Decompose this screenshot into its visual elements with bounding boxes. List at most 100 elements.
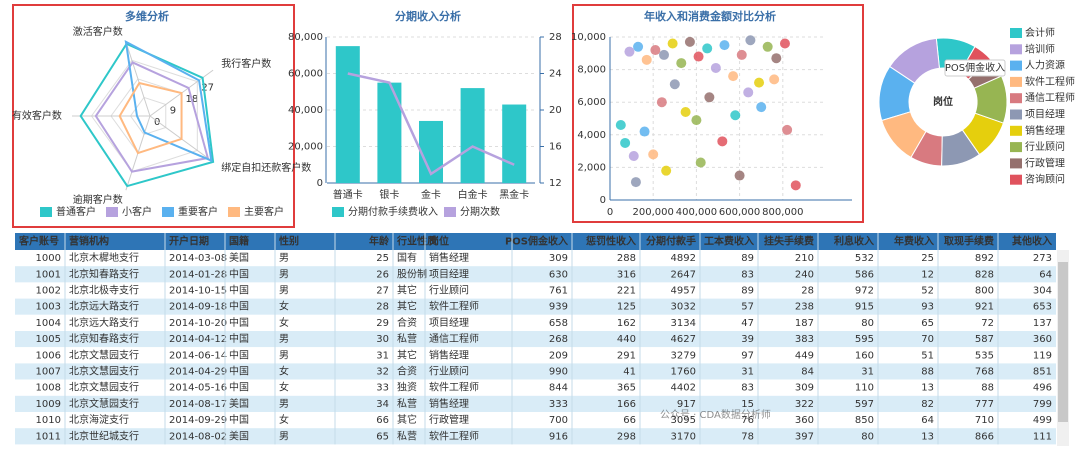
table-header-cell: 开户日期 (169, 235, 209, 248)
point (695, 157, 706, 168)
table-cell: 990 (549, 367, 568, 378)
y-tick-label: 0 (600, 195, 606, 206)
table-header-cell: 年龄 (369, 235, 390, 248)
x-tick-label: 金卡 (421, 188, 441, 201)
point (680, 106, 691, 117)
table-cell: 2014-06-14 (169, 350, 227, 361)
table-header-cell: 惩罚性收入 (586, 235, 636, 248)
point (620, 137, 631, 148)
table-cell: 中国 (229, 267, 249, 280)
legend-label: 小客户 (122, 205, 152, 218)
point (702, 43, 713, 54)
table-cell: 软件工程师 (429, 381, 479, 394)
chart-title: 多维分析 (125, 9, 169, 23)
point (667, 38, 678, 49)
table-cell: 360 (795, 415, 814, 426)
table-cell: 3095 (671, 415, 696, 426)
table-cell: 1001 (36, 269, 61, 280)
table-cell: 中国 (229, 284, 249, 297)
tooltip: POS佣金收入 (945, 61, 1005, 74)
table-cell: 850 (855, 415, 874, 426)
table-cell: 76 (741, 415, 754, 426)
table-cell: 630 (549, 269, 568, 280)
table-cell: 29 (376, 318, 389, 329)
table-cell: 独资 (397, 381, 417, 394)
legend-swatch (1010, 142, 1022, 153)
table-cell: 合资 (397, 365, 417, 378)
table-cell: 187 (795, 318, 814, 329)
table-cell: 中国 (229, 381, 249, 394)
table-cell: 440 (617, 334, 636, 345)
table-cell: 4627 (671, 334, 696, 345)
table-header-cell: 取现手续费 (944, 235, 994, 248)
radar-area (118, 81, 183, 155)
table-cell: 653 (1033, 302, 1052, 313)
table-cell: 3032 (671, 302, 696, 313)
point (719, 40, 730, 51)
table-cell: 915 (855, 302, 874, 313)
table-cell: 美国 (229, 429, 249, 442)
panel-border (12, 4, 295, 228)
y2-tick-label: 16 (549, 142, 562, 153)
table-header-cell: 年费收入 (894, 235, 934, 248)
table-cell: 3279 (671, 350, 696, 361)
table-cell: 私营 (397, 332, 417, 345)
table-header-cell: 挂失手续费 (764, 235, 814, 248)
table-cell: 700 (549, 415, 568, 426)
table-cell: 1010 (36, 415, 61, 426)
legend-swatch (1010, 60, 1022, 71)
x-tick-label: 0 (607, 207, 613, 218)
table-cell: 65 (921, 318, 934, 329)
point (624, 46, 635, 57)
table-cell: 844 (549, 383, 568, 394)
point (669, 79, 680, 90)
point (771, 53, 782, 64)
table-cell: 449 (795, 350, 814, 361)
table-cell: 销售经理 (429, 348, 469, 361)
table-cell: 美国 (229, 251, 249, 264)
table-cell: 北京文慧园支行 (69, 365, 139, 378)
table-cell: 北京远大路支行 (69, 316, 139, 329)
table-cell: 110 (855, 383, 874, 394)
table-cell: 595 (855, 334, 874, 345)
table-cell: 892 (975, 253, 994, 264)
table-cell: 国有 (397, 251, 417, 264)
point (734, 170, 745, 181)
table-cell: 美国 (229, 397, 249, 410)
table-cell: 2647 (671, 269, 696, 280)
table-cell: 15 (741, 399, 754, 410)
point (762, 41, 773, 52)
scroll-thumb[interactable] (1058, 262, 1068, 422)
table-cell: 中国 (229, 316, 249, 329)
table-cell: 83 (741, 269, 754, 280)
table-cell: 北京木樨地支行 (69, 251, 139, 264)
table-cell: 中国 (229, 332, 249, 345)
table-header-cell: 性别 (278, 235, 299, 248)
table-header-cell: 客户账号 (18, 235, 59, 248)
point (630, 177, 641, 188)
radar-area (94, 61, 210, 173)
table-cell: 499 (1033, 415, 1052, 426)
point (691, 115, 702, 126)
point (693, 51, 704, 62)
bar (502, 104, 527, 183)
table-cell: 2014-08-17 (169, 399, 227, 410)
table-cell: 597 (855, 399, 874, 410)
table-cell: 男 (279, 252, 289, 264)
y-tick-label: 0 (317, 178, 323, 189)
chart-title: 年收入和消费金额对比分析 (644, 9, 776, 23)
table-header-cell: 国籍 (229, 235, 249, 248)
table-header-cell: 工本费收入 (704, 235, 754, 248)
table-cell: 2014-01-28 (169, 269, 227, 280)
table-cell: 88 (981, 383, 994, 394)
point (661, 165, 672, 176)
table-cell: 12 (921, 269, 934, 280)
table-cell: 3134 (671, 318, 696, 329)
y2-tick-label: 12 (549, 178, 562, 189)
table-cell: 288 (617, 253, 636, 264)
table-cell: 93 (921, 302, 934, 313)
table-cell: 女 (279, 381, 289, 394)
table-cell: 39 (741, 334, 754, 345)
indicator-label: 有效客户数 (12, 109, 62, 122)
table-cell: 83 (741, 383, 754, 394)
